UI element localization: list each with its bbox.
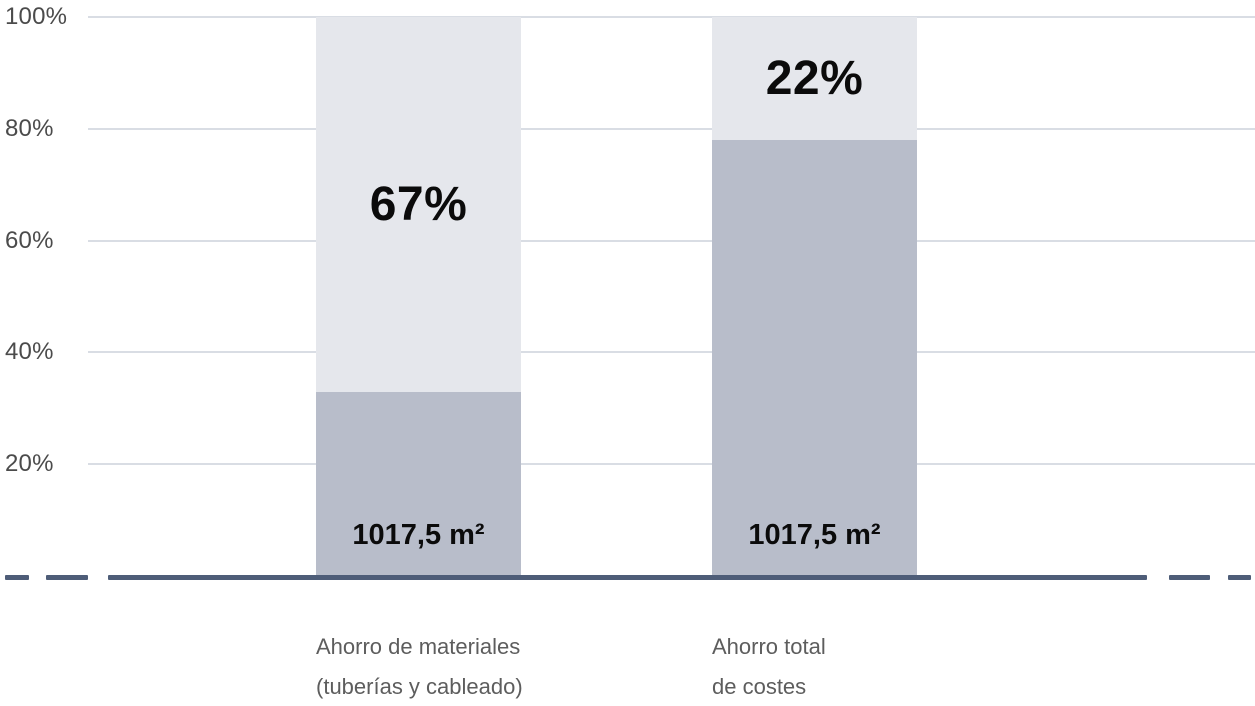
gridline-100 <box>88 16 1255 18</box>
baseline-dash <box>108 575 1147 580</box>
y-tick-20: 20% <box>5 450 54 478</box>
category-label-line: Ahorro de materiales <box>316 634 521 659</box>
category-label-line: (tuberías y cableado) <box>316 674 523 699</box>
gridline-80 <box>88 127 1255 130</box>
bar-segment-bottom: 1017,5 m² <box>712 139 917 576</box>
bar-ahorro-total-costes: 22% 1017,5 m² <box>712 17 917 576</box>
x-axis-baseline <box>5 575 1251 580</box>
segment-area-label: 1017,5 m² <box>352 519 485 551</box>
category-label-line: Ahorro total <box>712 634 826 659</box>
bar-segment-top: 67% <box>316 17 521 392</box>
y-tick-80: 80% <box>5 114 54 142</box>
segment-percent-label: 67% <box>369 177 468 231</box>
segment-area-label: 1017,5 m² <box>748 519 881 551</box>
baseline-dash <box>1228 575 1251 580</box>
bar-segment-top: 22% <box>712 17 917 140</box>
y-tick-60: 60% <box>5 226 54 254</box>
gridline-40 <box>88 351 1255 354</box>
baseline-dash <box>5 575 29 580</box>
bar-ahorro-materiales: 67% 1017,5 m² <box>316 17 521 576</box>
y-tick-40: 40% <box>5 338 54 366</box>
category-label-ahorro-materiales: Ahorro de materiales (tuberías y cablead… <box>316 627 523 706</box>
segment-percent-label: 22% <box>765 51 864 105</box>
gridline-60 <box>88 239 1255 242</box>
category-label-ahorro-total: Ahorro total de costes <box>712 627 826 706</box>
gridline-20 <box>88 463 1255 466</box>
bar-segment-bottom: 1017,5 m² <box>316 391 521 576</box>
baseline-dash <box>1169 575 1210 580</box>
y-tick-100: 100% <box>5 3 68 30</box>
baseline-dash <box>46 575 88 580</box>
category-label-line: de costes <box>712 674 807 699</box>
